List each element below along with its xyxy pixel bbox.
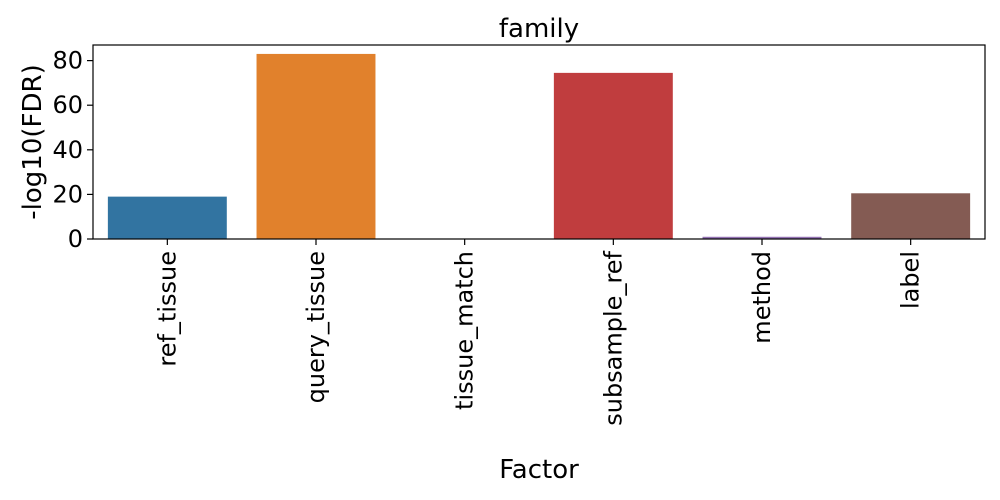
plot-frame bbox=[92, 44, 986, 240]
bar-method bbox=[702, 236, 822, 239]
bars-group bbox=[107, 53, 971, 239]
y-tick-label: 0 bbox=[68, 225, 83, 253]
x-tick-label: label bbox=[897, 251, 925, 309]
y-axis-label: -log10(FDR) bbox=[18, 64, 48, 219]
bar-label bbox=[851, 193, 971, 239]
y-tick-label: 20 bbox=[52, 180, 83, 208]
x-tick-label: tissue_match bbox=[451, 251, 479, 410]
x-tick-label: method bbox=[748, 251, 776, 344]
bar-subsample-ref bbox=[553, 72, 673, 239]
y-tick-label: 40 bbox=[52, 136, 83, 164]
chart-title: family bbox=[499, 14, 579, 44]
x-axis-ticks: ref_tissue query_tissue tissue_match subsam… bbox=[153, 239, 925, 426]
y-axis-ticks: 0 20 40 60 80 bbox=[52, 47, 93, 253]
x-axis-label: Factor bbox=[499, 455, 579, 485]
x-tick-label: query_tissue bbox=[302, 251, 330, 403]
x-tick-label: ref_tissue bbox=[153, 251, 181, 367]
bar-ref-tissue bbox=[107, 196, 227, 239]
y-tick-label: 60 bbox=[52, 91, 83, 119]
x-tick-label: subsample_ref bbox=[599, 250, 627, 425]
y-tick-label: 80 bbox=[52, 47, 83, 75]
bar-query-tissue bbox=[256, 53, 376, 239]
